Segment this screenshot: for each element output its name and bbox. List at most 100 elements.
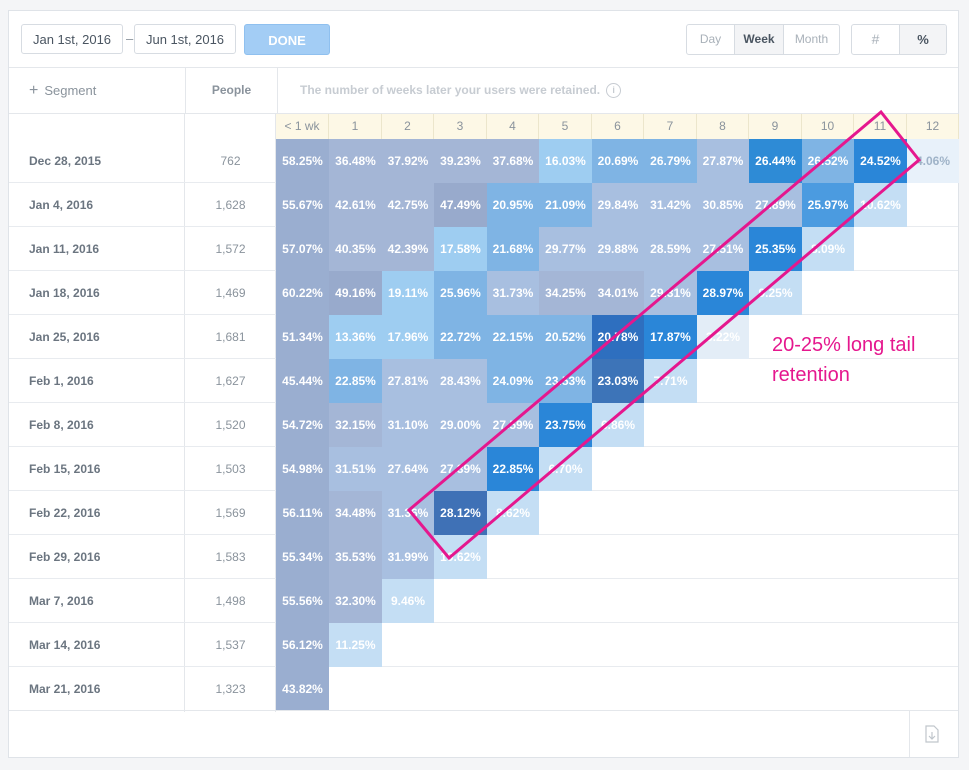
retention-cell[interactable]: 31.51% (329, 447, 382, 491)
retention-cell[interactable]: 32.30% (329, 579, 382, 623)
retention-cell[interactable]: 29.77% (539, 227, 592, 271)
retention-cell[interactable]: 16.03% (539, 139, 592, 183)
retention-cell[interactable]: 42.75% (382, 183, 434, 227)
retention-cell[interactable]: 26.52% (802, 139, 854, 183)
retention-cell[interactable]: 54.72% (276, 403, 329, 447)
retention-cell[interactable]: 57.07% (276, 227, 329, 271)
interval-month-button[interactable]: Month (783, 25, 839, 54)
retention-cell[interactable]: 17.96% (382, 315, 434, 359)
retention-cell[interactable]: 25.96% (434, 271, 487, 315)
retention-cell[interactable]: 28.59% (644, 227, 697, 271)
retention-cell[interactable]: 45.44% (276, 359, 329, 403)
retention-cell[interactable]: 55.56% (276, 579, 329, 623)
retention-cell[interactable]: 31.99% (382, 535, 434, 579)
retention-cell[interactable]: 22.72% (434, 315, 487, 359)
retention-cell[interactable]: 20.78% (592, 315, 644, 359)
retention-cell[interactable]: 47.49% (434, 183, 487, 227)
retention-cell[interactable]: 27.89% (749, 183, 802, 227)
info-icon[interactable]: i (606, 83, 622, 99)
retention-cell[interactable]: 21.09% (539, 183, 592, 227)
end-date-picker[interactable]: Jun 1st, 2016 (134, 24, 236, 54)
add-segment-button[interactable]: + Segment (29, 68, 96, 113)
retention-cell[interactable]: 9.25% (749, 271, 802, 315)
retention-cell[interactable]: 23.03% (592, 359, 644, 403)
retention-cell[interactable]: 27.81% (382, 359, 434, 403)
retention-cell[interactable]: 17.87% (644, 315, 697, 359)
retention-cell[interactable]: 13.36% (329, 315, 382, 359)
retention-cell[interactable]: 55.67% (276, 183, 329, 227)
retention-cell[interactable]: 8.09% (802, 227, 854, 271)
retention-cell[interactable]: 29.84% (592, 183, 644, 227)
retention-cell[interactable]: 37.92% (382, 139, 434, 183)
retention-cell[interactable]: 8.62% (487, 491, 539, 535)
retention-cell[interactable]: 9.46% (382, 579, 434, 623)
retention-cell[interactable]: 7.71% (644, 359, 697, 403)
start-date-picker[interactable]: Jan 1st, 2016 (21, 24, 123, 54)
retention-cell[interactable]: 27.39% (434, 447, 487, 491)
retention-cell[interactable]: 17.58% (434, 227, 487, 271)
retention-cell[interactable]: 26.44% (749, 139, 802, 183)
retention-cell[interactable]: 58.25% (276, 139, 329, 183)
retention-cell[interactable]: 31.42% (644, 183, 697, 227)
retention-cell[interactable]: 27.59% (487, 403, 539, 447)
retention-cell[interactable]: 4.06% (907, 139, 959, 183)
retention-cell[interactable]: 37.68% (487, 139, 539, 183)
retention-cell[interactable]: 3.22% (697, 315, 749, 359)
percent-mode-icon[interactable]: % (899, 25, 946, 54)
done-button[interactable]: DONE (244, 24, 330, 55)
retention-cell[interactable]: 24.52% (854, 139, 907, 183)
retention-cell[interactable]: 29.88% (592, 227, 644, 271)
interval-week-button[interactable]: Week (734, 25, 783, 54)
retention-cell[interactable]: 42.61% (329, 183, 382, 227)
retention-cell[interactable]: 40.35% (329, 227, 382, 271)
retention-cell[interactable]: 31.36% (382, 491, 434, 535)
retention-cell[interactable]: 20.95% (487, 183, 539, 227)
retention-cell[interactable]: 20.69% (592, 139, 644, 183)
retention-cell[interactable]: 34.25% (539, 271, 592, 315)
retention-cell[interactable]: 11.25% (329, 623, 382, 667)
retention-cell[interactable]: 10.62% (854, 183, 907, 227)
export-button[interactable] (909, 711, 954, 757)
retention-cell[interactable]: 29.00% (434, 403, 487, 447)
retention-cell[interactable]: 28.12% (434, 491, 487, 535)
retention-cell[interactable]: 51.34% (276, 315, 329, 359)
retention-cell[interactable]: 22.85% (329, 359, 382, 403)
count-mode-icon[interactable]: # (871, 31, 880, 47)
interval-day-button[interactable]: Day (699, 32, 722, 46)
retention-cell[interactable]: 49.16% (329, 271, 382, 315)
retention-cell[interactable]: 39.23% (434, 139, 487, 183)
retention-cell[interactable]: 23.75% (539, 403, 592, 447)
retention-cell[interactable]: 31.73% (487, 271, 539, 315)
retention-cell[interactable]: 31.10% (382, 403, 434, 447)
retention-cell[interactable]: 27.51% (697, 227, 749, 271)
retention-cell[interactable]: 22.85% (487, 447, 539, 491)
retention-cell[interactable]: 35.53% (329, 535, 382, 579)
retention-cell[interactable]: 60.22% (276, 271, 329, 315)
retention-cell[interactable]: 34.01% (592, 271, 644, 315)
retention-cell[interactable]: 23.53% (539, 359, 592, 403)
retention-cell[interactable]: 27.64% (382, 447, 434, 491)
retention-cell[interactable]: 25.97% (802, 183, 854, 227)
retention-cell[interactable]: 10.62% (434, 535, 487, 579)
retention-cell[interactable]: 26.79% (644, 139, 697, 183)
retention-cell[interactable]: 34.48% (329, 491, 382, 535)
retention-cell[interactable]: 27.87% (697, 139, 749, 183)
retention-cell[interactable]: 36.48% (329, 139, 382, 183)
retention-cell[interactable]: 55.34% (276, 535, 329, 579)
retention-cell[interactable]: 24.09% (487, 359, 539, 403)
retention-cell[interactable]: 54.98% (276, 447, 329, 491)
retention-cell[interactable]: 21.68% (487, 227, 539, 271)
retention-cell[interactable]: 30.85% (697, 183, 749, 227)
retention-cell[interactable]: 25.35% (749, 227, 802, 271)
retention-cell[interactable]: 28.97% (697, 271, 749, 315)
retention-cell[interactable]: 32.15% (329, 403, 382, 447)
retention-cell[interactable]: 19.11% (382, 271, 434, 315)
retention-cell[interactable]: 56.11% (276, 491, 329, 535)
retention-cell[interactable]: 29.31% (644, 271, 697, 315)
retention-cell[interactable]: 28.43% (434, 359, 487, 403)
retention-cell[interactable]: 42.39% (382, 227, 434, 271)
retention-cell[interactable]: 56.12% (276, 623, 329, 667)
retention-cell[interactable]: 6.70% (539, 447, 592, 491)
retention-cell[interactable]: 22.15% (487, 315, 539, 359)
retention-cell[interactable]: 20.52% (539, 315, 592, 359)
